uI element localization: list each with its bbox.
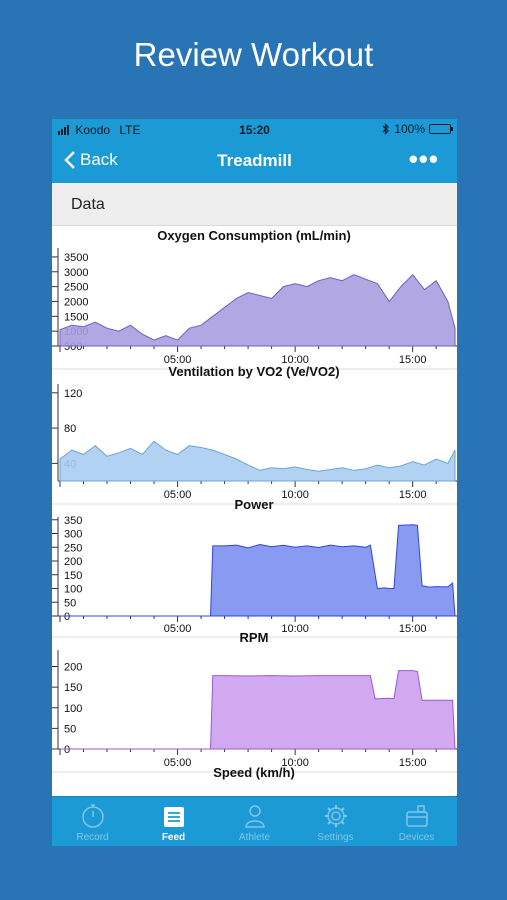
x-tick-label: 05:00: [164, 489, 192, 501]
x-tick-label: 10:00: [281, 623, 309, 635]
y-tick-label: 100: [64, 703, 82, 715]
y-tick-label: 0: [64, 611, 70, 623]
chart-area-series: [59, 273, 456, 347]
y-tick-label: 50: [64, 723, 76, 735]
y-tick-label: 0: [64, 744, 70, 756]
x-tick-label: 05:00: [164, 623, 192, 635]
nav-title: Treadmill: [217, 151, 292, 170]
tab-feed[interactable]: Feed: [133, 797, 214, 846]
back-label: Back: [80, 150, 118, 169]
y-tick-label: 3000: [64, 267, 88, 279]
status-time: 15:20: [239, 123, 270, 137]
tab-record[interactable]: Record: [52, 797, 133, 846]
y-tick-label: 200: [64, 556, 82, 568]
devices-icon: [405, 805, 428, 827]
y-tick-label: 150: [64, 570, 82, 582]
x-tick-label: 10:00: [281, 757, 309, 769]
tab-label-devices: Devices: [398, 832, 435, 843]
promo-headline: Review Workout: [133, 36, 374, 73]
battery-icon: [429, 124, 453, 134]
y-tick-label: 80: [64, 423, 76, 435]
tab-settings[interactable]: Settings: [295, 797, 376, 846]
chart-title: Power: [234, 497, 273, 512]
tab-label-athlete: Athlete: [238, 832, 271, 843]
chart-title: RPM: [240, 630, 269, 645]
x-tick-label: 10:00: [281, 489, 309, 501]
carrier-info: Koodo LTE: [58, 123, 141, 137]
tab-label-settings: Settings: [317, 832, 354, 843]
y-tick-label: 350: [64, 515, 82, 527]
y-tick-label: 1500: [64, 311, 88, 323]
carrier-name: Koodo: [75, 123, 111, 137]
chart-title: Ventilation by VO2 (Ve/VO2): [168, 364, 339, 379]
y-tick-label: 200: [64, 662, 82, 674]
x-tick-label: 15:00: [399, 757, 427, 769]
y-tick-label: 250: [64, 542, 82, 554]
x-tick-label: 10:00: [281, 354, 309, 366]
y-tick-label: 3500: [64, 252, 88, 264]
tab-label-record: Record: [76, 832, 109, 843]
y-tick-label: 120: [64, 388, 82, 400]
y-tick-label: 150: [64, 682, 82, 694]
x-tick-label: 15:00: [399, 354, 427, 366]
bluetooth-icon: [382, 123, 390, 135]
y-tick-label: 2000: [64, 296, 88, 308]
chart-title: Oxygen Consumption (mL/min): [157, 228, 351, 243]
gear-icon: [324, 805, 347, 827]
signal-icon: [58, 125, 69, 135]
status-bar: Koodo LTE 15:20 100%: [52, 119, 457, 140]
back-button[interactable]: Back: [64, 150, 118, 170]
more-options-button[interactable]: •••: [408, 144, 439, 174]
stopwatch-icon: [81, 804, 104, 828]
chart-area-series: [60, 670, 456, 750]
chevron-left-icon: [64, 151, 75, 169]
tab-label-feed: Feed: [161, 832, 186, 843]
x-tick-label: 15:00: [399, 623, 427, 635]
athlete-icon: [244, 805, 265, 828]
tab-athlete[interactable]: Athlete: [214, 797, 295, 846]
charts-canvas: Oxygen Consumption (mL/min) 50 0 100 0 1500 20…: [52, 228, 457, 780]
network-type: LTE: [119, 123, 141, 137]
phone-screen: Koodo LTE 15:20 100% Back Treadmill ••• …: [52, 119, 457, 846]
chart-area-series: [59, 440, 456, 482]
navigation-bar: Back Treadmill •••: [52, 140, 457, 183]
chart-area-series: [60, 524, 456, 617]
tab-bar: Record Feed Athlete Settings Devices: [52, 796, 457, 846]
x-tick-label: 05:00: [164, 354, 192, 366]
y-tick-label: 100: [64, 584, 82, 596]
section-header: Data: [52, 183, 457, 226]
y-tick-label: 300: [64, 529, 82, 541]
y-tick-label: 50: [64, 597, 76, 609]
x-tick-label: 05:00: [164, 757, 192, 769]
tab-devices[interactable]: Devices: [376, 797, 457, 846]
battery-percent: 100%: [394, 122, 425, 136]
charts-scroll-area[interactable]: Oxygen Consumption (mL/min) 50 0 100 0 1500 20…: [52, 226, 457, 796]
feed-list-icon: [163, 807, 184, 827]
y-tick-label: 2500: [64, 282, 88, 294]
chart-title: Speed (km/h): [213, 765, 295, 780]
x-tick-label: 15:00: [399, 489, 427, 501]
